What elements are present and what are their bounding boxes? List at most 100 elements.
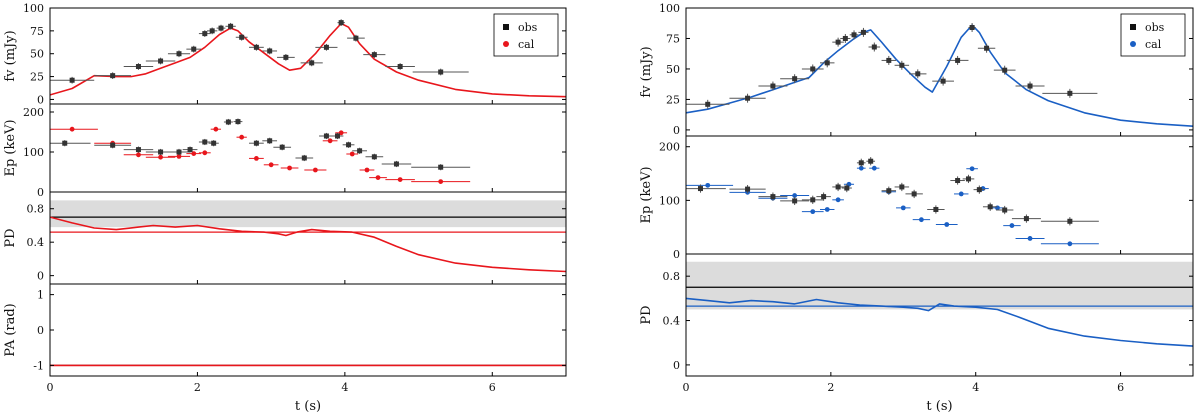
- obs-point: [894, 60, 910, 70]
- obs-marker: [842, 35, 848, 41]
- obs-marker: [969, 25, 975, 31]
- cal-point: [210, 126, 222, 132]
- obs-point: [167, 148, 191, 156]
- y-tick-label: 100: [659, 194, 680, 207]
- obs-point: [995, 205, 1014, 215]
- y-axis-title: fv (mJy): [3, 30, 18, 81]
- y-tick-label: 100: [23, 2, 44, 15]
- obs-point: [1040, 217, 1099, 226]
- legend: obs cal: [493, 13, 559, 57]
- y-axis-title: Ep (keV): [639, 166, 654, 223]
- panel-1: 0 25 50 75 100 fv (mJy): [3, 2, 567, 106]
- x-axis-title: t (s): [295, 399, 321, 414]
- obs-marker: [955, 57, 961, 63]
- cal-marker: [1067, 241, 1073, 247]
- cal-point: [780, 193, 810, 198]
- obs-marker: [283, 54, 289, 60]
- obs-marker: [810, 66, 816, 72]
- y-axis-title: fv (mJy): [639, 46, 654, 97]
- cal-point: [346, 151, 359, 157]
- panel-frame: [49, 283, 567, 377]
- obs-point: [905, 189, 923, 199]
- cal-point: [832, 197, 844, 203]
- cal-point: [1015, 236, 1045, 241]
- obs-marker: [158, 149, 164, 155]
- cal-point: [369, 175, 387, 181]
- obs-point: [315, 43, 338, 51]
- y-tick-label: 100: [23, 146, 44, 159]
- obs-marker: [438, 164, 444, 170]
- obs-point: [780, 74, 810, 84]
- obs-marker: [821, 194, 827, 200]
- obs-marker: [209, 28, 215, 34]
- cal-marker: [958, 191, 964, 197]
- legend-obs-label: obs: [518, 21, 538, 34]
- x-tick-label: 4: [972, 381, 979, 394]
- obs-point: [198, 138, 211, 146]
- obs-marker: [858, 160, 864, 166]
- obs-point: [319, 132, 334, 140]
- cal-point: [167, 154, 191, 159]
- obs-marker: [1023, 216, 1029, 222]
- obs-point: [331, 132, 344, 140]
- panel-data: [686, 157, 1099, 247]
- cal-point: [236, 134, 247, 140]
- obs-point: [881, 55, 897, 65]
- obs-point: [1015, 81, 1045, 91]
- legend-box: [493, 13, 559, 57]
- panel-data: [686, 23, 1193, 127]
- cal-point: [896, 205, 911, 211]
- obs-point: [927, 205, 945, 214]
- cal-point: [801, 209, 824, 215]
- obs-marker: [323, 133, 329, 139]
- obs-point: [94, 142, 132, 149]
- obs-point: [347, 34, 365, 42]
- obs-point: [894, 182, 910, 192]
- obs-marker: [228, 23, 234, 29]
- obs-marker: [844, 185, 850, 191]
- chart-right: 0 25 50 75 100 fv (mJy) 0 100 200 Ep (keV) 0 0.4 0.8…: [639, 2, 1194, 414]
- obs-marker: [267, 48, 273, 54]
- obs-point: [686, 184, 726, 193]
- obs-marker: [868, 158, 874, 164]
- cal-marker: [705, 182, 711, 188]
- obs-marker: [202, 139, 208, 145]
- y-tick-label: 100: [659, 2, 680, 15]
- y-tick-label: 200: [659, 141, 680, 154]
- cal-point: [249, 156, 264, 161]
- panel-data: [50, 19, 566, 98]
- obs-point: [832, 37, 844, 47]
- obs-point: [816, 192, 831, 201]
- obs-marker: [253, 44, 259, 50]
- y-tick-label: -1: [33, 359, 44, 372]
- x-tick-label: 2: [194, 381, 201, 394]
- obs-point: [216, 24, 226, 32]
- cal-curve: [686, 24, 1193, 127]
- obs-point: [758, 81, 788, 91]
- cal-marker: [438, 179, 444, 185]
- obs-point: [968, 23, 976, 32]
- y-tick-label: 1: [37, 289, 44, 302]
- obs-marker: [824, 60, 830, 66]
- cal-marker: [375, 175, 381, 181]
- obs-marker: [792, 76, 798, 82]
- obs-point: [295, 154, 314, 162]
- obs-point: [94, 72, 132, 80]
- obs-marker: [187, 147, 193, 153]
- cal-marker: [397, 177, 403, 183]
- obs-point: [123, 146, 154, 153]
- y-tick-label: 50: [666, 63, 680, 76]
- obs-point: [801, 195, 824, 204]
- obs-marker: [397, 64, 403, 70]
- cal-point: [359, 167, 375, 173]
- cal-point: [912, 217, 931, 223]
- obs-point: [186, 45, 202, 53]
- cal-point: [935, 222, 958, 227]
- obs-point: [198, 30, 211, 37]
- obs-marker: [835, 39, 841, 45]
- obs-marker: [984, 45, 990, 51]
- obs-marker: [745, 186, 751, 192]
- obs-marker: [1002, 207, 1008, 213]
- obs-marker: [191, 46, 197, 52]
- y-tick-label: 0: [37, 270, 44, 283]
